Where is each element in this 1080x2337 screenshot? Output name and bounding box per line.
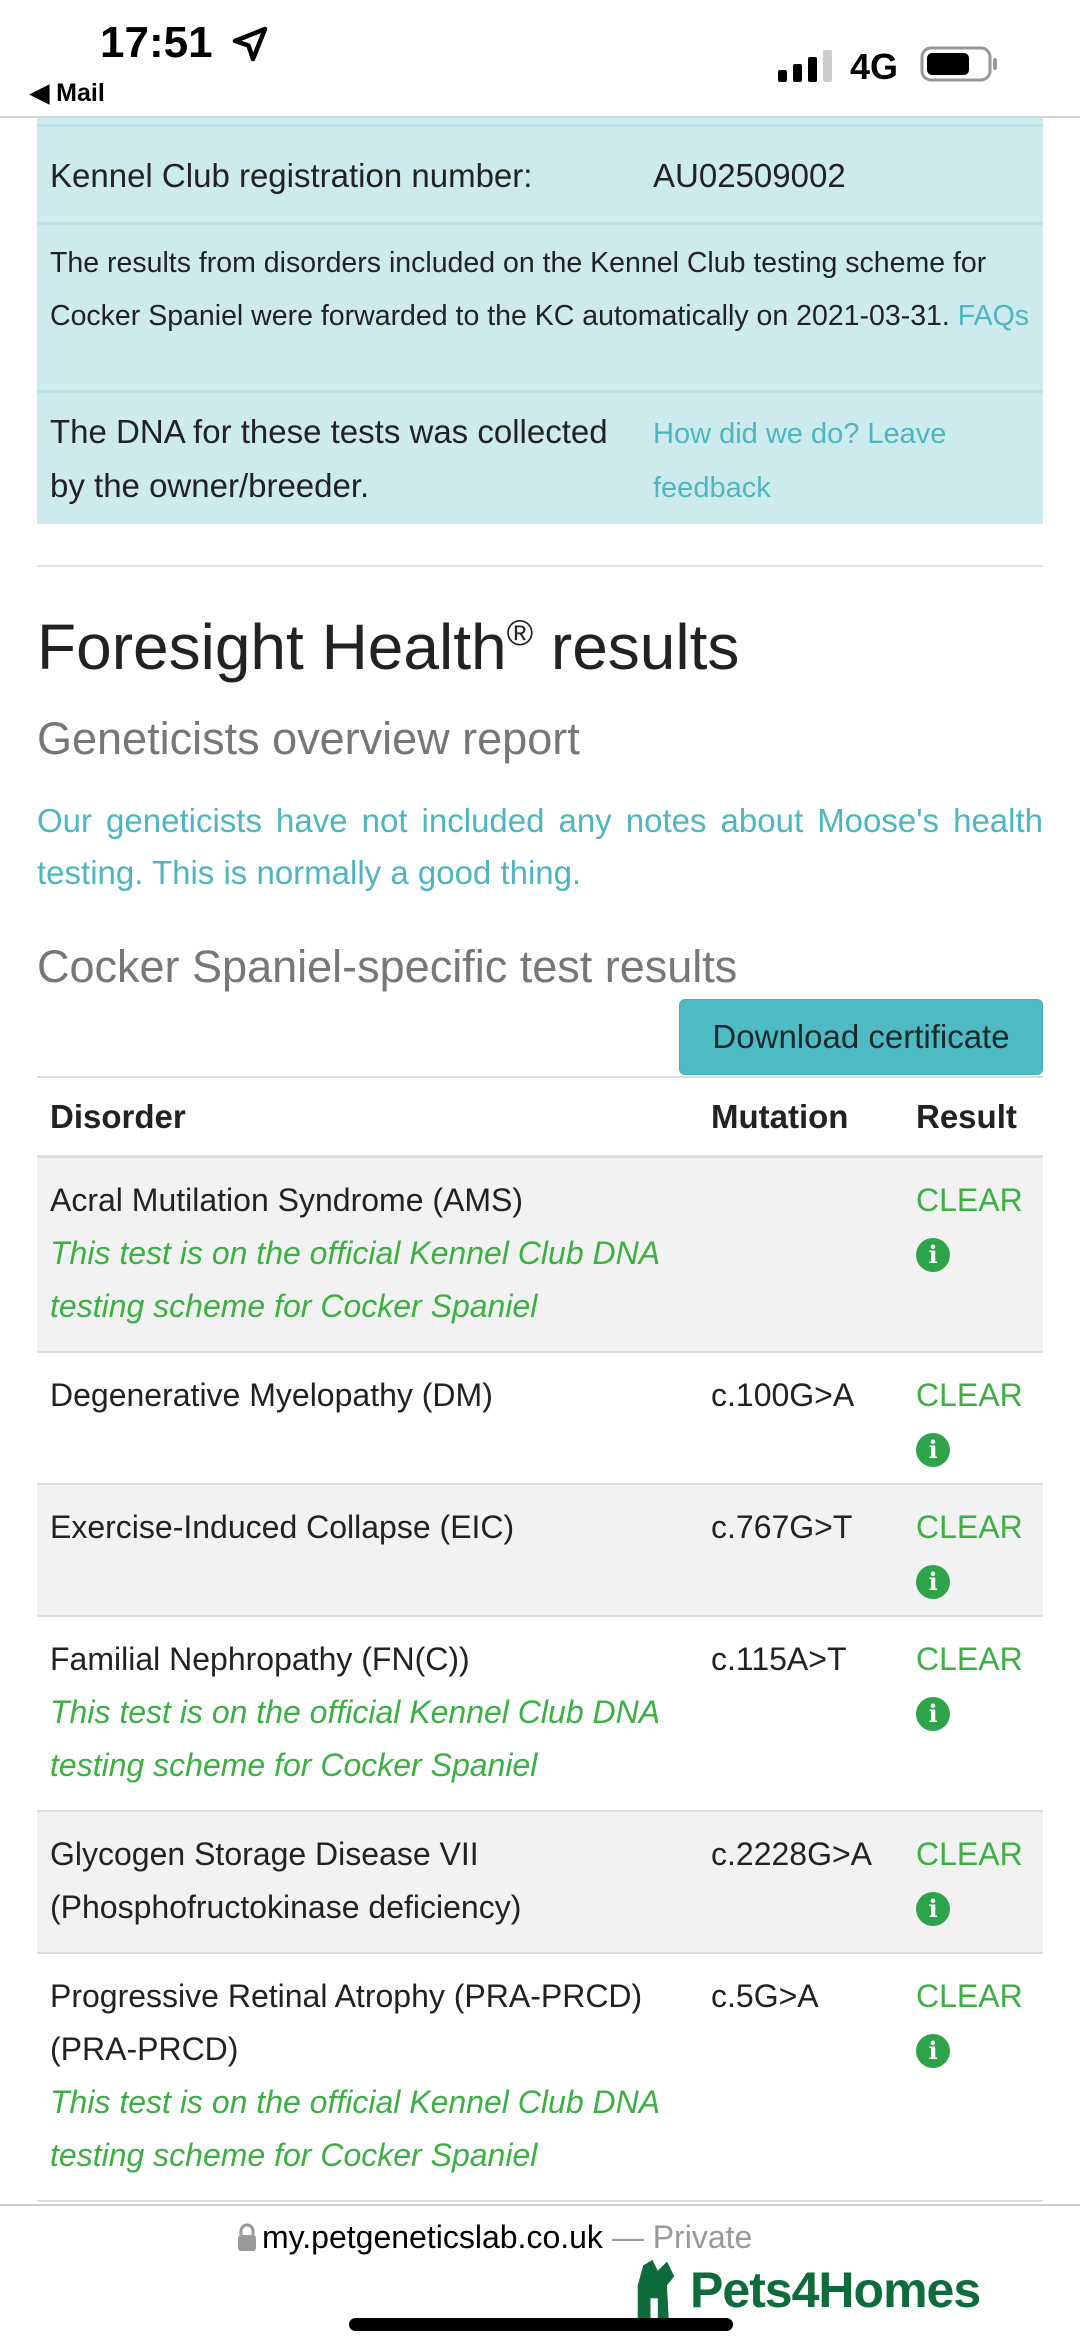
dna-collection-text: The DNA for these tests was collected by… xyxy=(50,413,608,504)
table-header: Disorder Mutation Result xyxy=(37,1078,1043,1158)
info-icon[interactable]: i xyxy=(916,1565,950,1599)
network-type: 4G xyxy=(850,46,899,87)
mutation: c.115A>T xyxy=(711,1641,847,1677)
kennel-club-info-box: Kennel Club registration number: AU02509… xyxy=(37,118,1043,524)
mutation: c.5G>A xyxy=(711,1978,819,2014)
mutation: c.100G>A xyxy=(711,1377,855,1413)
download-certificate-button[interactable]: Download certificate xyxy=(679,999,1043,1075)
result-status: CLEAR xyxy=(916,1509,1023,1545)
dna-row: The DNA for these tests was collected by… xyxy=(37,390,1043,524)
kc-forward-row: The results from disorders included on t… xyxy=(37,222,1043,392)
header-disorder: Disorder xyxy=(50,1098,186,1135)
results-table: Disorder Mutation Result Acral Mutilatio… xyxy=(37,1076,1043,2202)
disorder-name: Acral Mutilation Syndrome (AMS) xyxy=(50,1182,524,1218)
battery-icon xyxy=(920,46,997,82)
disorder-name: Progressive Retinal Atrophy (PRA-PRCD) (… xyxy=(50,1978,643,2067)
home-indicator[interactable] xyxy=(349,2318,733,2331)
kc-scheme-note: This test is on the official Kennel Club… xyxy=(50,1694,659,1783)
disorder-name: Familial Nephropathy (FN(C)) xyxy=(50,1641,470,1677)
breed-results-heading: Cocker Spaniel-specific test results xyxy=(37,941,738,992)
table-row: Acral Mutilation Syndrome (AMS) This test… xyxy=(37,1158,1043,1353)
disorder-name: Exercise-Induced Collapse (EIC) xyxy=(50,1509,515,1545)
disorder-name: Glycogen Storage Disease VII (Phosphofru… xyxy=(50,1836,522,1925)
header-result: Result xyxy=(916,1098,1017,1135)
address-bar[interactable]: my.petgeneticslab.co.uk — Private xyxy=(262,2219,753,2255)
registration-row: Kennel Club registration number: AU02509… xyxy=(37,124,1043,222)
status-bar: 17:51 ◀ Mail 4G xyxy=(0,0,1080,118)
back-to-mail-button[interactable]: ◀ Mail xyxy=(30,79,105,107)
faqs-link[interactable]: FAQs xyxy=(957,300,1030,332)
feedback-link[interactable]: How did we do? Leave feedback xyxy=(653,418,947,504)
page-title: Foresight Health® results xyxy=(37,611,740,683)
kc-scheme-note: This test is on the official Kennel Club… xyxy=(50,1235,659,1324)
info-icon[interactable]: i xyxy=(916,1238,950,1272)
overview-heading: Geneticists overview report xyxy=(37,713,580,764)
result-status: CLEAR xyxy=(916,1836,1023,1872)
table-row: Progressive Retinal Atrophy (PRA-PRCD) (… xyxy=(37,1954,1043,2202)
table-body: Acral Mutilation Syndrome (AMS) This test… xyxy=(37,1158,1043,2202)
kc-scheme-note: This test is on the official Kennel Club… xyxy=(50,2084,659,2173)
info-icon[interactable]: i xyxy=(916,1433,950,1467)
info-icon[interactable]: i xyxy=(916,2034,950,2068)
result-status: CLEAR xyxy=(916,1182,1023,1218)
dog-logo-icon xyxy=(637,2259,675,2322)
result-status: CLEAR xyxy=(916,1978,1023,2014)
registration-number: AU02509002 xyxy=(653,157,846,194)
overview-text: Our geneticists have not included any no… xyxy=(37,802,1043,891)
table-row: Familial Nephropathy (FN(C)) This test is… xyxy=(37,1617,1043,1812)
header-mutation: Mutation xyxy=(711,1098,849,1135)
disorder-name: Degenerative Myelopathy (DM) xyxy=(50,1377,493,1413)
table-row: Exercise-Induced Collapse (EIC) c.767G>T C… xyxy=(37,1485,1043,1617)
info-icon[interactable]: i xyxy=(916,1892,950,1926)
location-arrow-icon xyxy=(232,26,268,62)
signal-icon xyxy=(778,50,832,82)
lock-icon xyxy=(238,2223,256,2251)
mutation: c.2228G>A xyxy=(711,1836,872,1872)
registration-label: Kennel Club registration number: xyxy=(50,157,533,194)
table-row: Glycogen Storage Disease VII (Phosphofru… xyxy=(37,1812,1043,1954)
pets4homes-watermark: Pets4Homes xyxy=(690,2262,981,2318)
clock: 17:51 xyxy=(100,18,213,67)
info-icon[interactable]: i xyxy=(916,1697,950,1731)
result-status: CLEAR xyxy=(916,1641,1023,1677)
result-status: CLEAR xyxy=(916,1377,1023,1413)
browser-bottom-bar xyxy=(0,2204,1080,2337)
table-row: Degenerative Myelopathy (DM) c.100G>A CLEA… xyxy=(37,1353,1043,1485)
kc-forward-text: The results from disorders included on t… xyxy=(50,247,987,332)
divider xyxy=(37,565,1043,567)
mutation: c.767G>T xyxy=(711,1509,853,1545)
